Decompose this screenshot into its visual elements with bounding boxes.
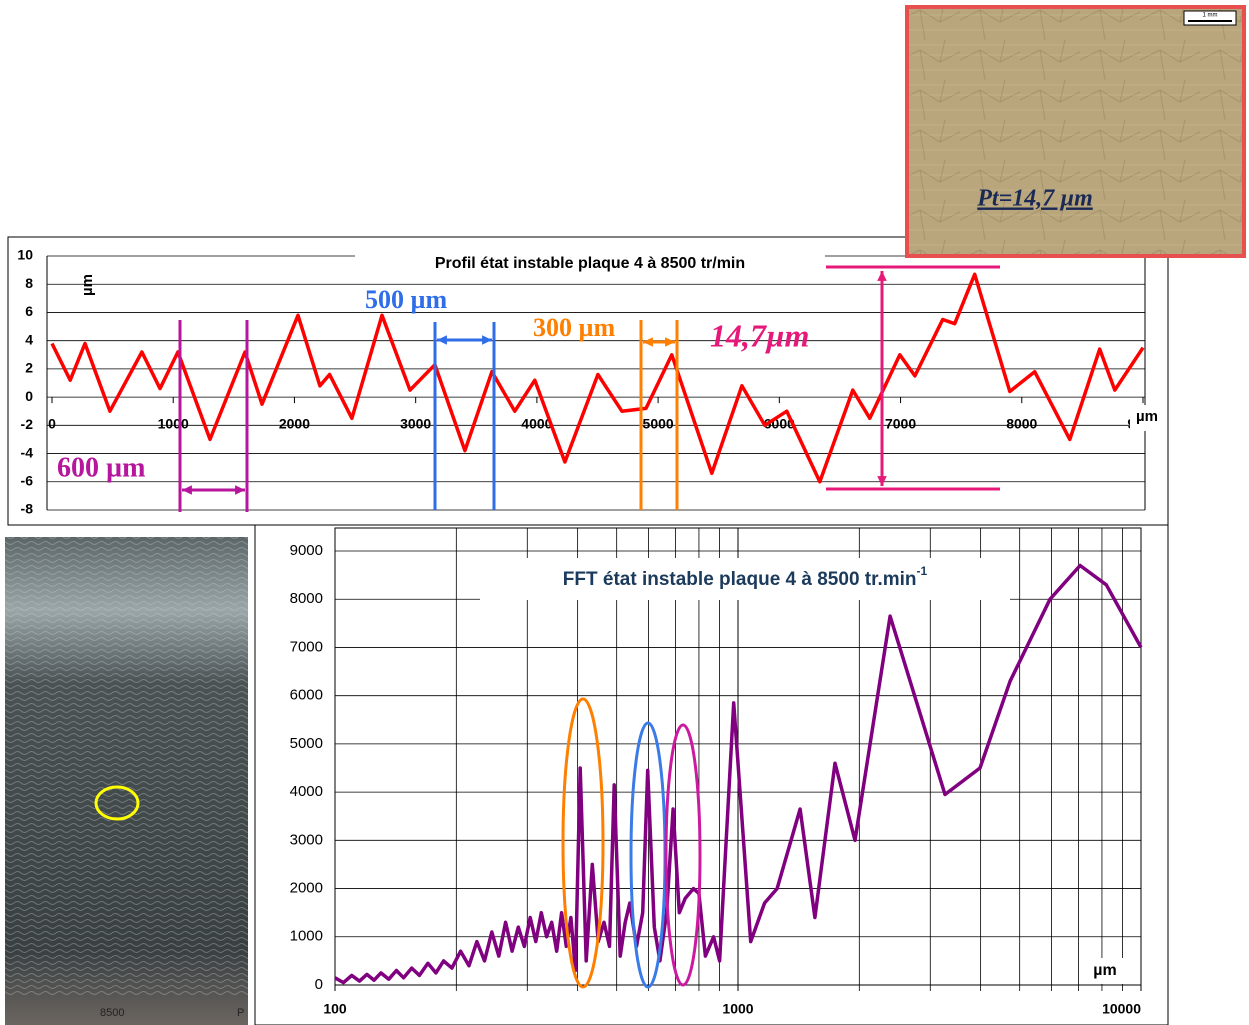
plate-mark: P — [237, 1007, 244, 1019]
y-tick-label: 1000 — [290, 928, 323, 945]
x-tick-label: 10000 — [1102, 1001, 1141, 1017]
x-tick-label: 1000 — [158, 416, 189, 432]
x-axis-label: µm — [1136, 408, 1158, 425]
x-label-bg — [1130, 405, 1164, 431]
annotation: 500 µm — [365, 285, 447, 314]
arrow-head — [877, 271, 887, 281]
photo-caption: Pt=14,7 µm — [976, 186, 1093, 212]
arrow-head — [877, 476, 887, 486]
y-tick-label: 0 — [315, 976, 323, 993]
plate-label: 8500 — [100, 1007, 124, 1019]
y-tick-label: 8000 — [290, 590, 323, 607]
x-tick-label: 7000 — [885, 416, 916, 432]
fft-chart: 9000800070006000500040003000200010000100… — [254, 519, 1169, 1025]
y-tick-label: -8 — [21, 501, 34, 517]
y-tick-label: 2000 — [290, 880, 323, 897]
y-tick-label: 4 — [25, 331, 33, 347]
x-tick-label: 4000 — [521, 416, 552, 432]
y-tick-label: 6000 — [290, 687, 323, 704]
y-tick-label: 0 — [25, 388, 33, 404]
x-axis-label: µm — [1093, 962, 1116, 979]
arrow-head — [665, 337, 675, 347]
y-tick-label: 2 — [25, 360, 33, 376]
arrow-head — [437, 335, 447, 345]
highlight-ellipse — [561, 697, 605, 989]
title-superscript: -1 — [917, 564, 928, 578]
x-label-bg — [1085, 958, 1129, 984]
surface-texture — [909, 9, 1242, 254]
title-main: FFT état instable plaque 4 à 8500 tr.min — [563, 569, 917, 590]
x-tick-label: 3000 — [400, 416, 431, 432]
title-bg — [355, 252, 825, 276]
y-tick-label: 5000 — [290, 735, 323, 752]
y-tick-label: 8 — [25, 275, 33, 291]
arrow-head — [182, 485, 192, 495]
y-tick-label: 4000 — [290, 783, 323, 800]
annotation: 600 µm — [57, 452, 145, 483]
data-line — [334, 563, 1143, 985]
y-tick-label: 3000 — [290, 831, 323, 848]
highlight-ellipse — [664, 723, 702, 987]
data-line — [50, 272, 1145, 484]
arrow-head — [482, 335, 492, 345]
x-tick-label: 0 — [48, 416, 56, 432]
arrow-head — [643, 337, 653, 347]
chart-title: Profil état instable plaque 4 à 8500 tr/… — [435, 255, 745, 272]
arrow-head — [235, 485, 245, 495]
profile-frame — [7, 236, 1169, 526]
highlight-circle — [94, 785, 140, 821]
photos: 8500 P 1 mm Pt=14,7 µm — [5, 5, 1246, 1025]
scale-label: 1 mm — [1203, 13, 1218, 19]
x-tick-label: 8000 — [1006, 416, 1037, 432]
annotation: 300 µm — [533, 313, 615, 342]
chart-title: FFT état instable plaque 4 à 8500 tr.min… — [563, 564, 928, 590]
y-tick-label: -4 — [21, 444, 34, 460]
y-tick-label: -2 — [21, 416, 34, 432]
title-bg — [480, 558, 1010, 600]
x-tick-label: 2000 — [279, 416, 310, 432]
y-tick-label: -6 — [21, 472, 34, 488]
x-tick-label: 5000 — [643, 416, 674, 432]
plate-texture — [5, 537, 248, 997]
x-tick-label: 100 — [323, 1001, 347, 1017]
y-tick-label: 9000 — [290, 542, 323, 559]
y-tick-label: 10 — [17, 247, 33, 263]
y-tick-label: 7000 — [290, 638, 323, 655]
annotation: 14,7µm — [710, 317, 809, 353]
y-axis-label: µm — [79, 274, 96, 296]
x-tick-label: 1000 — [722, 1001, 753, 1017]
y-tick-label: 6 — [25, 303, 33, 319]
